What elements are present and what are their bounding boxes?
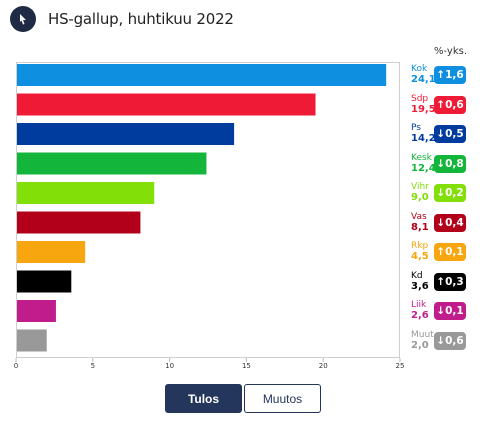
change-value: 0,8 [445,157,464,170]
arrow-up-icon: ↑ [436,246,446,258]
change-badge-sdp: ↑ 0,6 [434,95,466,114]
arrow-down-icon: ↓ [436,157,446,170]
change-badge-kesk: ↓ 0,8 [434,154,466,173]
muutos-button[interactable]: Muutos [244,384,321,413]
value-label-vihr: 9,0 [411,192,429,203]
x-tick-label: 15 [242,362,251,370]
chart-header: HS-gallup, huhtikuu 2022 [10,6,234,32]
change-badge-vihr: ↓ 0,2 [434,184,466,202]
arrow-down-icon: ↓ [436,334,446,347]
arrow-up-icon: ↑ [436,98,446,111]
party-label-kesk: Kesk [411,152,432,163]
change-value: 0,1 [445,305,464,317]
value-label-rkp: 4,5 [411,251,429,262]
change-value: 0,3 [445,275,464,288]
party-label-kd: Kd [411,270,423,281]
change-badge-muut: ↓ 0,6 [434,331,466,350]
party-label-sdp: Sdp [411,93,429,104]
value-label-kesk: 12,4 [411,162,436,174]
change-badge-kd: ↑ 0,3 [434,272,466,291]
x-tick-label: 10 [165,362,174,370]
value-label-kd: 3,6 [411,280,429,292]
change-value: 0,2 [445,187,464,199]
change-value: 1,6 [445,69,464,81]
bar-liik [17,300,56,322]
bar-sdp [17,93,316,116]
arrow-up-icon: ↑ [436,275,446,288]
change-value: 0,5 [445,128,464,140]
tulos-button[interactable]: Tulos [165,384,242,413]
party-label-liik: Liik [411,300,427,310]
x-tick-label: 0 [14,362,18,370]
arrow-down-icon: ↓ [436,187,446,199]
hs-logo-icon [10,6,36,32]
bar-ps [17,123,235,145]
change-value: 0,6 [445,98,464,111]
bar-vihr [17,182,155,204]
value-label-ps: 14,2 [411,133,436,144]
party-label-kok: Kok [411,64,428,74]
party-label-muut: Muut [411,329,434,340]
x-tick-label: 25 [396,362,405,370]
bar-muut [17,329,47,352]
change-value: 0,6 [445,334,464,347]
bar-vas [17,211,141,234]
change-badge-rkp: ↑ 0,1 [434,243,466,261]
arrow-down-icon: ↓ [436,216,446,229]
change-badge-vas: ↓ 0,4 [434,213,466,232]
change-badge-liik: ↓ 0,1 [434,302,466,320]
value-label-kok: 24,1 [411,74,436,85]
bar-kesk [17,152,207,175]
value-label-vas: 8,1 [411,221,429,233]
party-label-vihr: Vihr [411,182,429,192]
x-tick-label: 20 [319,362,328,370]
arrow-down-icon: ↓ [436,305,446,317]
change-column-header: %-yks. [434,46,468,57]
party-label-vas: Vas [411,211,427,222]
change-badge-kok: ↑ 1,6 [434,66,466,84]
party-label-rkp: Rkp [411,241,429,251]
change-badge-ps: ↓ 0,5 [434,125,466,143]
value-label-sdp: 19,5 [411,103,436,115]
change-value: 0,4 [445,216,464,229]
arrow-up-icon: ↑ [436,69,446,81]
value-label-liik: 2,6 [411,310,429,321]
x-tick-label: 5 [91,362,95,370]
bar-rkp [17,241,86,263]
arrow-down-icon: ↓ [436,128,446,140]
party-label-ps: Ps [411,123,421,133]
value-label-muut: 2,0 [411,339,429,351]
chart-title: HS-gallup, huhtikuu 2022 [48,10,234,28]
bar-kd [17,270,72,293]
change-value: 0,1 [445,246,464,258]
bar-kok [17,64,387,86]
